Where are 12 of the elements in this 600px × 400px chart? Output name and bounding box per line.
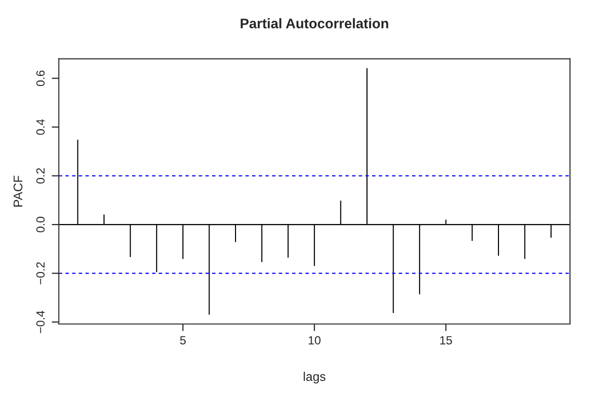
x-tick-label: 10 xyxy=(308,336,321,344)
chart-title: Partial Autocorrelation xyxy=(240,18,388,28)
y-tick-label: 0.2 xyxy=(36,168,45,184)
x-tick-label: 15 xyxy=(440,336,452,344)
x-tick-label: 5 xyxy=(180,336,186,344)
x-axis-title: lags xyxy=(304,372,326,384)
y-tick-label: 0.4 xyxy=(36,119,45,135)
y-tick-label: 0.6 xyxy=(36,70,45,86)
y-tick-label: −0.4 xyxy=(36,310,45,334)
y-axis-title: PACF xyxy=(14,176,22,207)
y-tick-label: 0.0 xyxy=(36,216,45,232)
y-tick-label: −0.2 xyxy=(36,262,45,284)
